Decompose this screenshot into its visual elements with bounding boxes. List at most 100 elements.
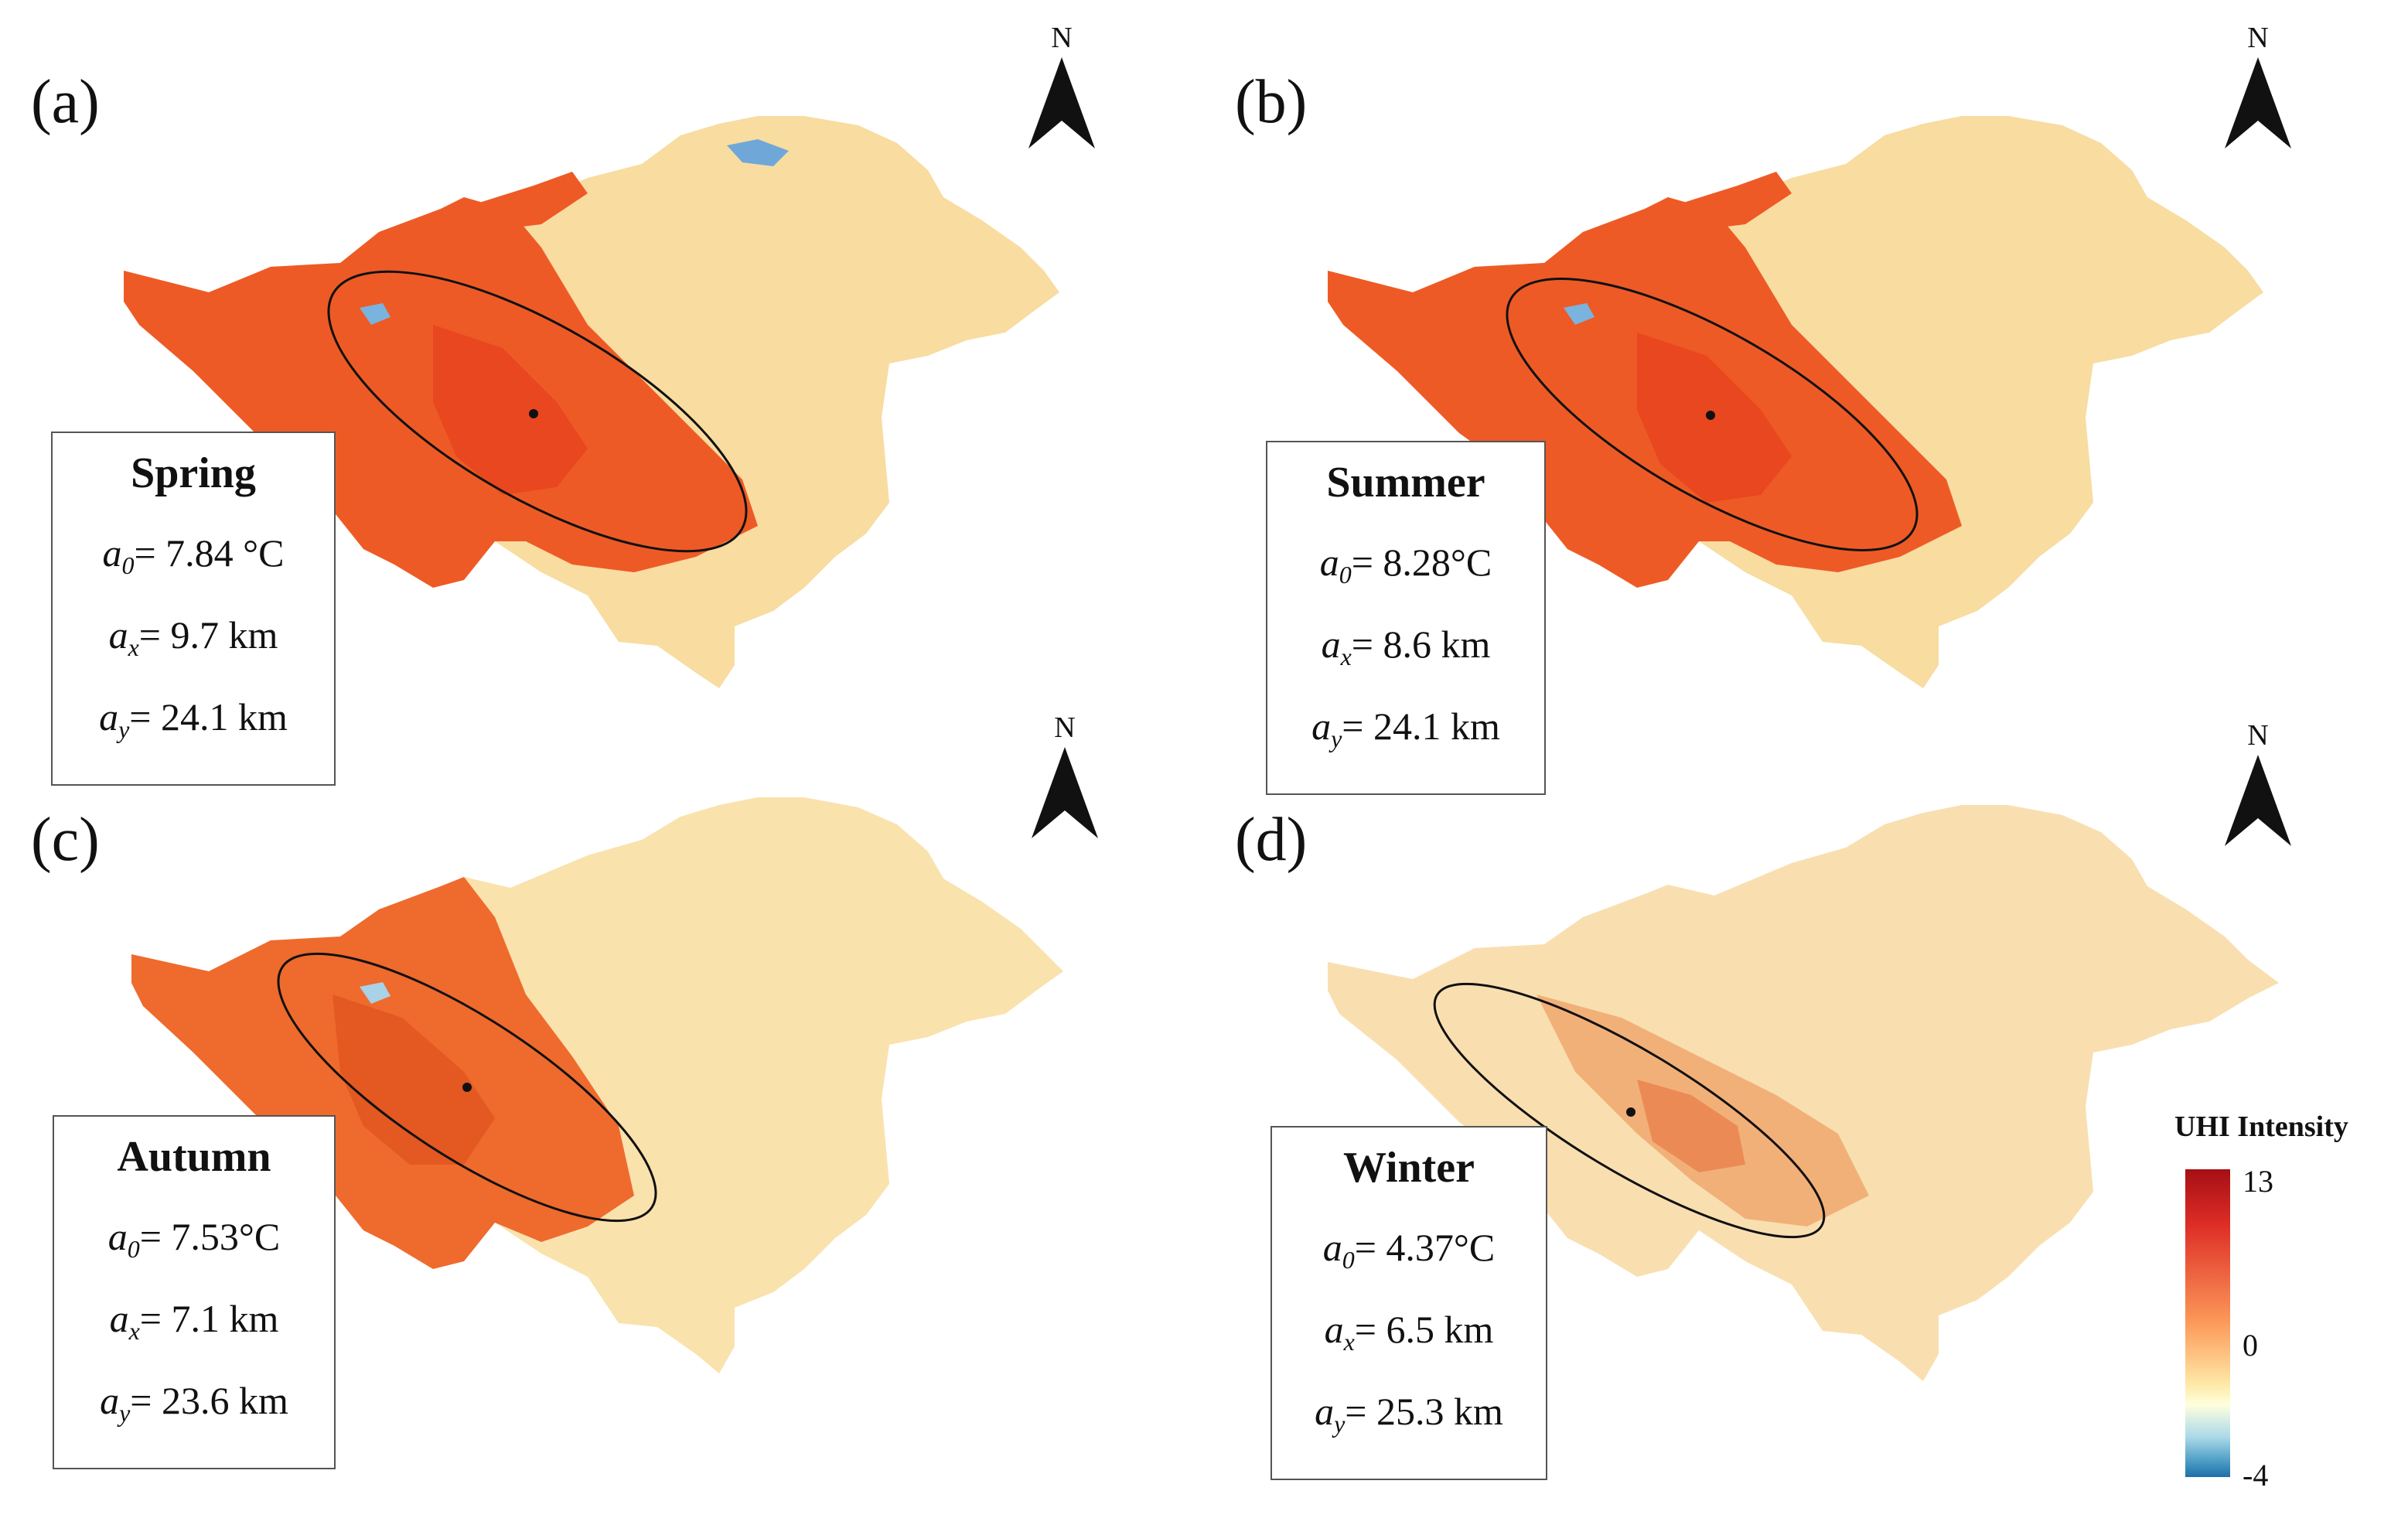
a-symbol: a [109, 1297, 129, 1340]
a-symbol: a [1319, 541, 1339, 584]
stat-ay: ay= 25.3 km [1272, 1392, 1546, 1436]
a-symbol: a [1322, 1226, 1342, 1269]
a-symbol: a [99, 695, 119, 739]
uhi-legend: UHI Intensity 13 0 -4 [2165, 1098, 2397, 1500]
uhi-footprint-ellipse [1433, 982, 1826, 1239]
study-area [1328, 805, 2279, 1381]
water-body [727, 139, 789, 166]
panel-autumn: (c) N Autumn a0= 7.53°C ax= 7.1 km ay= 2… [0, 713, 1204, 1525]
season-label: Spring [131, 449, 256, 497]
north-arrow-icon [1032, 747, 1098, 838]
uhi-footprint-ellipse [1506, 278, 1919, 551]
subscript-0: 0 [121, 551, 135, 579]
panel-spring: (a) N Spring a0= 7.84 °C ax= 9.7 km ay= … [0, 0, 1204, 786]
stat-a0: a0= 7.53°C [54, 1217, 334, 1261]
stat-ax: ax= 7.1 km [54, 1299, 334, 1343]
season-label: Autumn [117, 1133, 271, 1181]
subscript-y: y [118, 715, 130, 743]
a0-value: = 4.37°C [1354, 1226, 1496, 1269]
subscript-x: x [1343, 1328, 1355, 1356]
ay-value: = 23.6 km [130, 1379, 288, 1422]
legend-min-label: -4 [2243, 1458, 2269, 1493]
panel-letter: (a) [31, 68, 100, 136]
uhi-footprint-ellipse [327, 270, 748, 553]
stat-ay: ay= 24.1 km [53, 698, 334, 742]
subscript-x: x [1340, 643, 1352, 670]
subscript-0: 0 [127, 1235, 140, 1263]
uhi-center-point [1626, 1107, 1635, 1117]
a-symbol: a [102, 531, 122, 575]
north-arrow: N [1027, 23, 1097, 155]
north-label: N [2247, 719, 2269, 752]
subscript-y: y [1334, 1410, 1346, 1438]
uhi-map [124, 116, 1059, 688]
ay-value: = 24.1 km [129, 695, 288, 739]
a-symbol: a [1321, 623, 1341, 666]
a0-value: = 7.84 °C [134, 531, 285, 575]
panel-letter: (d) [1235, 806, 1308, 874]
heat-core [433, 325, 588, 495]
season-label: Summer [1326, 459, 1485, 507]
stats-box: Summer a0= 8.28°C ax= 8.6 km ay= 24.1 km [1266, 441, 1546, 795]
uhi-center-point [529, 409, 538, 418]
stats-box: Winter a0= 4.37°C ax= 6.5 km ay= 25.3 km [1271, 1126, 1547, 1480]
north-arrow: N [2223, 23, 2293, 155]
stat-a0: a0= 8.28°C [1267, 543, 1544, 587]
a-symbol: a [1315, 1390, 1335, 1433]
panel-letter: (b) [1235, 68, 1308, 136]
ay-value: = 24.1 km [1342, 705, 1500, 748]
ax-value: = 8.6 km [1351, 623, 1491, 666]
uhi-center-point [462, 1083, 472, 1092]
north-label: N [1051, 22, 1073, 54]
legend-max-label: 13 [2243, 1164, 2273, 1199]
hot-strip [1645, 172, 1792, 232]
stat-ay: ay= 24.1 km [1267, 707, 1544, 751]
north-arrow: N [1030, 713, 1100, 844]
uhi-footprint-ellipse [277, 952, 657, 1223]
subscript-y: y [119, 1399, 131, 1427]
a-symbol: a [1311, 705, 1332, 748]
stat-ax: ax= 8.6 km [1267, 625, 1544, 669]
ax-value: = 6.5 km [1354, 1308, 1494, 1351]
uhi-map [131, 797, 1063, 1373]
water-body [360, 982, 391, 1004]
season-label: Winter [1342, 1144, 1475, 1192]
a-symbol: a [100, 1379, 120, 1422]
water-body [1564, 303, 1595, 325]
a-symbol: a [107, 1215, 128, 1258]
stat-a0: a0= 7.84 °C [53, 534, 334, 578]
a-symbol: a [108, 613, 128, 657]
subscript-x: x [128, 1317, 140, 1345]
panel-summer: (b) N Summer a0= 8.28°C ax= 8.6 km ay= 2… [1204, 0, 2408, 795]
north-arrow-icon [1028, 57, 1095, 148]
north-arrow: N [2223, 721, 2293, 852]
north-arrow-icon [2225, 755, 2291, 846]
panel-winter: (d) N Winter a0= 4.37°C ax= 6.5 km ay= 2… [1204, 721, 2408, 1525]
legend-title: UHI Intensity [2174, 1110, 2348, 1143]
subscript-y: y [1331, 725, 1342, 752]
subscript-0: 0 [1342, 1246, 1355, 1274]
heat-core [1637, 1080, 1745, 1172]
stat-ax: ax= 9.7 km [53, 616, 334, 660]
heat-core [333, 994, 495, 1165]
north-arrow-icon [2225, 57, 2291, 148]
stat-a0: a0= 4.37°C [1272, 1228, 1546, 1272]
stat-ax: ax= 6.5 km [1272, 1310, 1546, 1354]
water-body [360, 303, 391, 325]
uhi-map [1328, 116, 2263, 688]
a0-value: = 7.53°C [139, 1215, 281, 1258]
north-label: N [2247, 22, 2269, 54]
legend-mid-label: 0 [2243, 1328, 2258, 1363]
north-label: N [1054, 711, 1076, 744]
ay-value: = 25.3 km [1345, 1390, 1503, 1433]
panel-letter: (c) [31, 806, 100, 874]
stats-box: Spring a0= 7.84 °C ax= 9.7 km ay= 24.1 k… [51, 432, 336, 786]
hot-strip [441, 172, 588, 232]
stats-box: Autumn a0= 7.53°C ax= 7.1 km ay= 23.6 km [53, 1115, 336, 1469]
subscript-x: x [128, 633, 139, 661]
a0-value: = 8.28°C [1351, 541, 1492, 584]
ax-value: = 9.7 km [138, 613, 278, 657]
uhi-center-point [1706, 411, 1715, 420]
subscript-0: 0 [1339, 561, 1352, 589]
uhi-map [1328, 805, 2279, 1381]
